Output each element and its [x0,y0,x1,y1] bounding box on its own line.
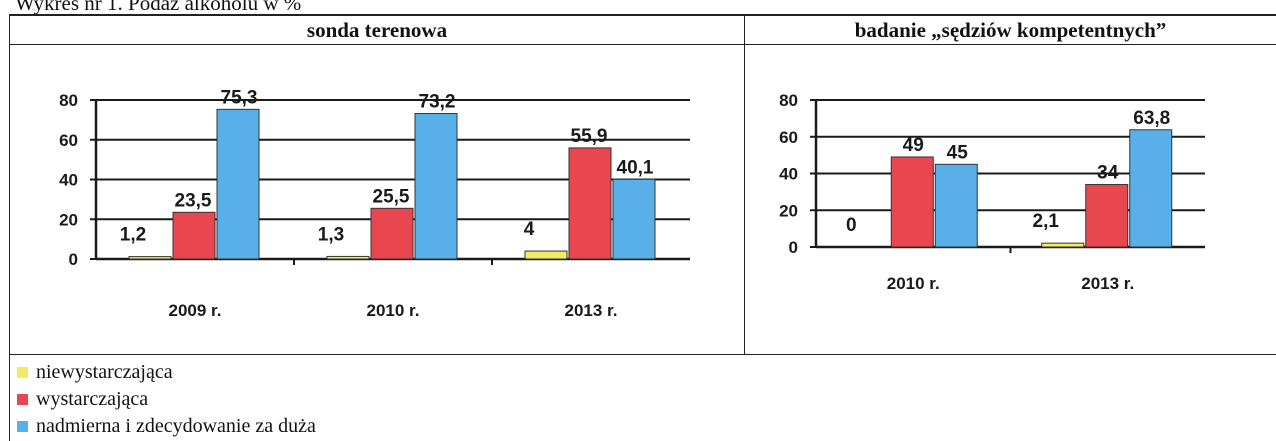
legend-label: niewystarczająca [36,361,173,383]
data-label-2013-r-wystarczaj-ca: 55,9 [571,126,608,147]
chart-legend: niewystarczająca wystarczająca nadmierna i… [17,359,316,440]
bar-2009-r-wystarczaj-ca [172,211,216,260]
y-tick-label-80: 80 [59,91,78,110]
y-tick-label-60: 60 [59,131,78,150]
data-label-2010-r-niewystarczaj-ca: 1,3 [318,224,344,245]
legend-swatch [17,394,28,405]
panel-heading-sedziow: badanie „sędziów kompetentnych” [854,18,1167,42]
data-label-2009-r-nadmierna-i-zdecydowanie-za-du-a: 75,3 [221,87,258,108]
bar-2013-r-niewystarczaj-ca [524,250,568,260]
data-label-2013-r-nadmierna-i-zdecydowanie-za-du-a: 40,1 [617,157,654,178]
data-label-2009-r-wystarczaj-ca: 23,5 [175,190,212,211]
legend-item-nadmierna-i-zdecydowanie-za-du-a: nadmierna i zdecydowanie za duża [17,413,316,440]
bar-2013-r-wystarczaj-ca [1085,184,1129,248]
legend-swatch [17,367,28,378]
legend-label: wystarczająca [36,388,149,410]
frame-legend-divider [9,354,1276,355]
data-label-2013-r-nadmierna-i-zdecydowanie-za-du-a: 63,8 [1133,108,1170,129]
bar-chart-sonda-terenowa: 0 20 40 60 80 1,2 23,5 75,3 2009 r. 1,3 25,5 73,2 20… [59,87,690,320]
data-label-2013-r-niewystarczaj-ca: 2,1 [1033,211,1060,232]
legend-swatch [17,421,28,432]
frame-left-border [9,14,10,441]
bar-2013-r-wystarczaj-ca [568,147,612,260]
data-label-2013-r-niewystarczaj-ca: 4 [524,219,535,240]
legend-item-wystarczaj-ca: wystarczająca [17,386,316,413]
y-tick-label-40: 40 [779,165,798,184]
y-tick-label-80: 80 [779,91,798,110]
frame-top-border [9,14,1276,16]
y-tick-label-0: 0 [789,238,798,257]
x-category-label-2013-r: 2013 r. [1081,274,1134,293]
data-label-2010-r-wystarczaj-ca: 25,5 [373,186,410,207]
legend-item-niewystarczaj-ca: niewystarczająca [17,359,316,386]
y-tick-label-40: 40 [59,171,78,190]
data-label-2010-r-niewystarczaj-ca: 0 [846,215,857,236]
figure-caption: Wykres nr 1. Podaż alkoholu w % [15,0,302,15]
y-tick-label-60: 60 [779,128,798,147]
y-tick-label-0: 0 [69,250,78,269]
y-tick-label-20: 20 [59,210,78,229]
bar-2013-r-nadmierna-i-zdecydowanie-za-du-a [1129,129,1173,248]
data-label-2013-r-wystarczaj-ca: 34 [1097,163,1119,184]
x-category-label-2009-r: 2009 r. [169,301,222,320]
frame-middle-divider [744,14,745,355]
x-category-label-2010-r: 2010 r. [887,274,940,293]
bar-2010-r-nadmierna-i-zdecydowanie-za-du-a [414,113,458,260]
bar-2013-r-niewystarczaj-ca [1041,242,1085,248]
x-category-label-2013-r: 2013 r. [565,301,618,320]
bar-2013-r-nadmierna-i-zdecydowanie-za-du-a [612,178,656,260]
data-label-2009-r-niewystarczaj-ca: 1,2 [120,225,146,246]
panel-heading-sonda: sonda terenowa [306,18,448,42]
bar-2009-r-nadmierna-i-zdecydowanie-za-du-a [216,108,260,260]
data-label-2010-r-wystarczaj-ca: 49 [903,135,924,156]
bar-2010-r-wystarczaj-ca [370,207,414,260]
x-category-label-2010-r: 2010 r. [367,301,420,320]
frame-header-divider [9,44,1276,45]
bar-2010-r-niewystarczaj-ca [326,255,370,260]
bar-2010-r-wystarczaj-ca [890,156,934,248]
bar-2009-r-niewystarczaj-ca [128,256,172,260]
bar-2010-r-nadmierna-i-zdecydowanie-za-du-a [934,163,978,248]
legend-label: nadmierna i zdecydowanie za duża [36,415,316,437]
data-label-2010-r-nadmierna-i-zdecydowanie-za-du-a: 73,2 [419,92,456,113]
data-label-2010-r-nadmierna-i-zdecydowanie-za-du-a: 45 [947,142,969,163]
bar-chart-sedziow-kompetentnych: 0 20 40 60 80 0 49 45 2010 r. 2,1 34 63,8 2013 r. [779,91,1205,293]
y-tick-label-20: 20 [779,201,798,220]
